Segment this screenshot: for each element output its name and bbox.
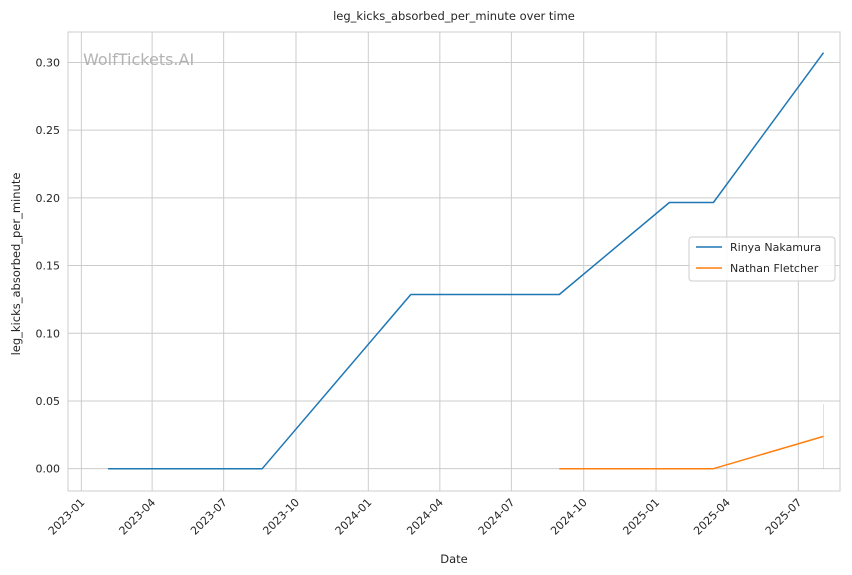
y-tick-label: 0.30 — [36, 56, 61, 69]
chart-title: leg_kicks_absorbed_per_minute over time — [333, 9, 575, 23]
series-lines — [108, 52, 825, 470]
y-tick-label: 0.10 — [36, 327, 61, 340]
watermark: WolfTickets.AI — [83, 50, 194, 69]
legend: Rinya Nakamura Nathan Fletcher — [688, 236, 836, 282]
y-tick-label: 0.20 — [36, 192, 61, 205]
legend-box — [688, 236, 836, 282]
x-axis-label: Date — [440, 552, 468, 566]
legend-label: Nathan Fletcher — [730, 262, 819, 275]
y-tick-label: 0.25 — [36, 124, 61, 137]
series-line-0 — [108, 52, 825, 470]
legend-label: Rinya Nakamura — [730, 241, 821, 254]
series-line-1 — [559, 435, 824, 470]
y-tick-label: 0.05 — [36, 395, 61, 408]
grid — [68, 32, 840, 491]
y-axis-label: leg_kicks_absorbed_per_minute — [9, 173, 23, 356]
y-tick-label: 0.15 — [36, 260, 61, 273]
y-axis-ticks: 0.00 0.05 0.10 0.15 0.20 0.25 0.30 — [36, 56, 61, 475]
y-tick-label: 0.00 — [36, 463, 61, 476]
